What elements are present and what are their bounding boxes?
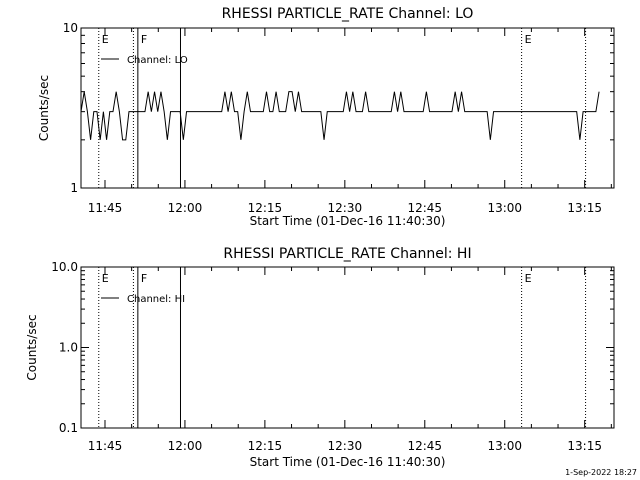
x-tick-label: 13:15: [567, 201, 602, 215]
x-tick-label: 12:45: [407, 439, 442, 453]
y-tick-label: 0.1: [59, 421, 78, 435]
legend-label: Channel: HI: [127, 294, 185, 305]
x-axis-label: Start Time (01-Dec-16 11:40:30): [250, 455, 446, 469]
event-marker-label: E: [102, 33, 109, 46]
y-axis-label: Counts/sec: [37, 75, 51, 141]
x-tick-label: 12:00: [168, 439, 203, 453]
x-tick-label: 13:15: [567, 439, 602, 453]
y-tick-label: 10: [63, 21, 78, 35]
x-tick-label: 12:45: [407, 201, 442, 215]
series-line-channel: [80, 91, 600, 141]
x-tick-label: 12:00: [168, 201, 203, 215]
y-tick-label: 1: [70, 181, 78, 195]
event-marker-label: E: [102, 272, 109, 285]
x-tick-label: 12:15: [248, 201, 283, 215]
legend-label: Channel: LO: [127, 55, 188, 66]
chart-title: RHESSI PARTICLE_RATE Channel: LO: [222, 6, 474, 22]
y-axis-label: Counts/sec: [25, 314, 39, 380]
x-axis-label: Start Time (01-Dec-16 11:40:30): [250, 214, 446, 228]
event-marker-label: E: [525, 33, 532, 46]
event-marker-label: F: [141, 33, 147, 46]
x-tick-label: 12:30: [328, 201, 363, 215]
x-tick-label: 12:15: [248, 439, 283, 453]
chart-title: RHESSI PARTICLE_RATE Channel: HI: [223, 246, 471, 262]
x-tick-label: 11:45: [88, 439, 123, 453]
x-tick-label: 13:00: [487, 439, 522, 453]
event-marker-label: F: [141, 272, 147, 285]
plot-frame: [80, 27, 615, 189]
x-tick-label: 13:00: [487, 201, 522, 215]
x-tick-label: 12:30: [328, 439, 363, 453]
x-tick-label: 11:45: [88, 201, 123, 215]
footer-timestamp: 1-Sep-2022 18:27: [565, 468, 637, 477]
event-marker-label: E: [525, 272, 532, 285]
y-tick-label: 10.0: [51, 260, 78, 274]
y-tick-label: 1.0: [59, 341, 78, 355]
